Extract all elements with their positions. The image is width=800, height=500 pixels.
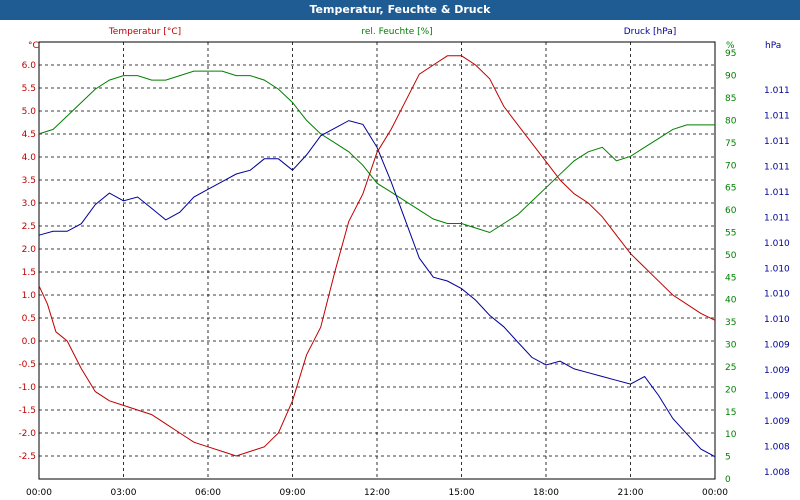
humidity-tick-label: 60 [725, 206, 737, 216]
series-line-pressure [38, 120, 716, 458]
temperature-tick-label: 5.5 [22, 84, 36, 94]
pressure-tick-label: 1.011 [764, 213, 790, 223]
temperature-tick-label: 1.0 [22, 291, 37, 301]
pressure-axis-ticks: 1.008 1.008 1.009 1.009 1.009 1.009 1.010 1.010… [764, 86, 790, 478]
temperature-tick-label: -0.5 [18, 360, 36, 370]
series-line-temperature [38, 55, 716, 457]
x-tick-time: 03:00 [111, 488, 137, 498]
x-tick-time: 18:00 [533, 488, 559, 498]
humidity-tick-label: 65 [725, 184, 736, 194]
humidity-tick-label: 5 [725, 453, 731, 463]
pressure-tick-label: 1.010 [764, 290, 790, 300]
pressure-tick-label: 1.008 [764, 443, 790, 453]
humidity-unit: % [726, 41, 735, 51]
temperature-tick-label: 0.5 [22, 314, 36, 324]
window-title: Temperatur, Feuchte & Druck [0, 0, 800, 20]
temperature-tick-label: 5.0 [22, 107, 37, 117]
pressure-tick-label: 1.009 [764, 366, 790, 376]
humidity-tick-label: 55 [725, 228, 736, 238]
pressure-tick-label: 1.011 [764, 86, 790, 96]
time-axis-ticks: 00:0018.02.1803:0018.02.1806:0018.02.180… [26, 488, 728, 498]
humidity-tick-label: 90 [725, 72, 737, 82]
pressure-tick-label: 1.010 [764, 239, 790, 249]
temperature-unit: °C [28, 41, 39, 51]
humidity-tick-label: 35 [725, 318, 736, 328]
humidity-tick-label: 75 [725, 139, 736, 149]
temperature-tick-label: 3.5 [22, 176, 36, 186]
temperature-tick-label: 2.0 [22, 245, 37, 255]
humidity-tick-label: 20 [725, 385, 737, 395]
series-line-humidity [38, 70, 715, 234]
humidity-axis-title: rel. Feuchte [%] [361, 27, 432, 37]
temperature-tick-label: 3.0 [22, 199, 37, 209]
humidity-axis-ticks: 0 5 10 15 20 25 30 35 40 45 50 55 60 65 70 75 80 85 90 95 [725, 49, 737, 485]
pressure-tick-label: 1.009 [764, 341, 790, 351]
line-chart: -2.5 -2.0 -1.5 -1.0 -0.5 0.0 0.5 1.0 1.5 2.0 2.5 3.… [18, 27, 790, 498]
humidity-tick-label: 80 [725, 116, 737, 126]
x-tick-time: 21:00 [618, 488, 644, 498]
temperature-tick-label: -2.0 [18, 429, 36, 439]
x-tick-time: 00:00 [26, 488, 52, 498]
pressure-tick-label: 1.011 [764, 162, 790, 172]
temperature-tick-label: -1.5 [18, 406, 36, 416]
x-tick-time: 09:00 [280, 488, 306, 498]
humidity-tick-label: 0 [725, 475, 731, 485]
temperature-tick-label: 0.0 [22, 337, 37, 347]
temperature-tick-label: -2.5 [18, 452, 36, 462]
temperature-tick-label: 2.5 [22, 222, 36, 232]
pressure-tick-label: 1.010 [764, 264, 790, 274]
pressure-axis-title: Druck [hPa] [624, 27, 677, 37]
humidity-tick-label: 85 [725, 94, 736, 104]
temperature-tick-label: 4.5 [22, 130, 36, 140]
pressure-tick-label: 1.011 [764, 137, 790, 147]
x-tick-time: 12:00 [364, 488, 390, 498]
humidity-tick-label: 10 [725, 430, 737, 440]
pressure-tick-label: 1.009 [764, 417, 790, 427]
pressure-tick-label: 1.008 [764, 468, 790, 478]
humidity-tick-label: 50 [725, 251, 737, 261]
x-tick-time: 06:00 [195, 488, 221, 498]
horizontal-gridlines [39, 64, 715, 457]
humidity-tick-label: 15 [725, 408, 736, 418]
pressure-tick-label: 1.011 [764, 111, 790, 121]
temperature-axis-title: Temperatur [°C] [108, 27, 181, 37]
humidity-tick-label: 70 [725, 161, 737, 171]
temperature-tick-label: 1.5 [22, 268, 36, 278]
humidity-tick-label: 25 [725, 363, 736, 373]
temperature-axis-ticks: -2.5 -2.0 -1.5 -1.0 -0.5 0.0 0.5 1.0 1.5 2.0 2.5 3.… [18, 61, 36, 462]
pressure-unit: hPa [765, 41, 781, 51]
pressure-tick-label: 1.009 [764, 392, 790, 402]
vertical-gridlines [123, 42, 631, 479]
temperature-tick-label: 6.0 [22, 61, 37, 71]
temperature-tick-label: -1.0 [18, 383, 36, 393]
humidity-tick-label: 30 [725, 341, 737, 351]
temperature-tick-label: 4.0 [22, 153, 37, 163]
humidity-tick-label: 45 [725, 273, 736, 283]
x-tick-time: 15:00 [449, 488, 475, 498]
pressure-tick-label: 1.011 [764, 188, 790, 198]
humidity-tick-label: 95 [725, 49, 736, 59]
x-tick-time: 00:00 [702, 488, 728, 498]
humidity-tick-label: 40 [725, 296, 737, 306]
pressure-tick-label: 1.010 [764, 315, 790, 325]
